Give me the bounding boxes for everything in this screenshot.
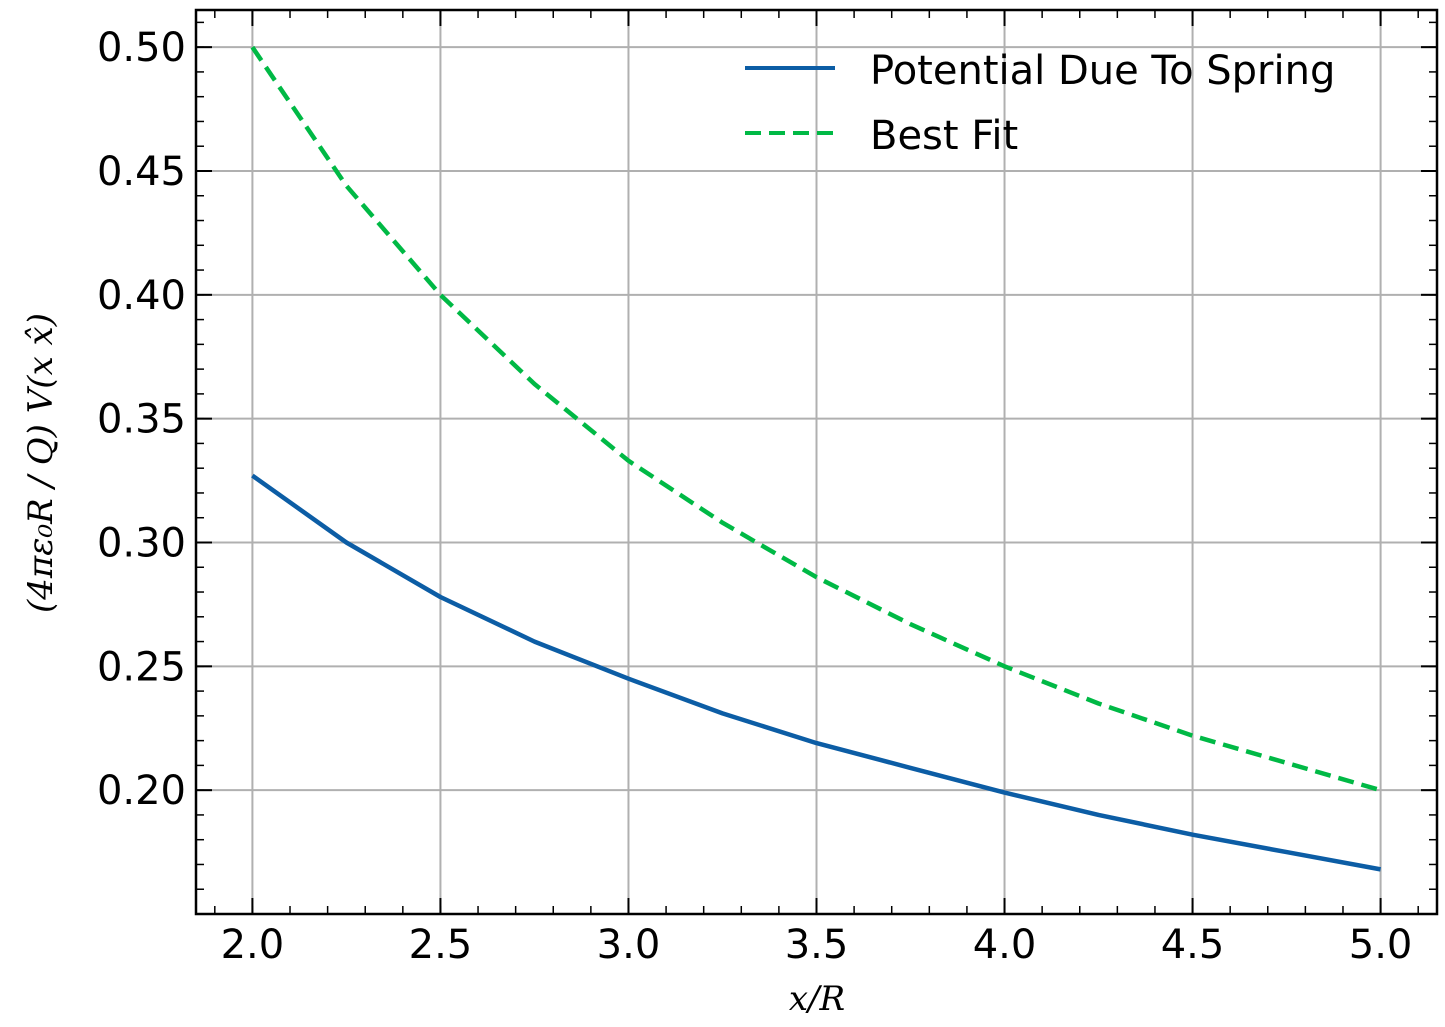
plot-frame: [194, 8, 1439, 916]
x-axis-label: x/R: [789, 979, 845, 1019]
y-tick-label: 0.20: [97, 768, 186, 814]
legend-label-series-0: Potential Due To Spring: [870, 48, 1335, 94]
x-tick-label: 5.0: [1349, 922, 1413, 968]
x-tick-label: 4.0: [973, 922, 1037, 968]
major-ticks: [196, 10, 1437, 914]
x-tick-label: 3.0: [597, 922, 661, 968]
y-tick-label: 0.40: [97, 273, 186, 319]
x-tick-labels: 2.0 2.5 3.0 3.5 4.0 4.5 5.0: [221, 922, 1413, 968]
y-axis-label: (4πε₀R / Q) V(x x̂): [21, 313, 61, 613]
grid-lines: [196, 10, 1437, 914]
y-tick-label: 0.30: [97, 520, 186, 566]
x-tick-label: 2.0: [221, 922, 285, 968]
x-tick-label: 3.5: [785, 922, 849, 968]
y-tick-label: 0.50: [97, 25, 186, 71]
y-tick-labels: 0.20 0.25 0.30 0.35 0.40 0.45 0.50: [97, 25, 186, 814]
x-tick-label: 4.5: [1161, 922, 1225, 968]
series-line-1: [250, 45, 1382, 793]
y-tick-label: 0.25: [97, 644, 186, 690]
legend: Potential Due To Spring Best Fit: [745, 48, 1335, 159]
legend-label-series-1: Best Fit: [870, 113, 1018, 159]
y-tick-label: 0.45: [97, 149, 186, 195]
series-line-0: [251, 473, 1382, 872]
x-tick-label: 2.5: [409, 922, 473, 968]
y-tick-label: 0.35: [97, 397, 186, 443]
series-layer: [250, 45, 1382, 872]
